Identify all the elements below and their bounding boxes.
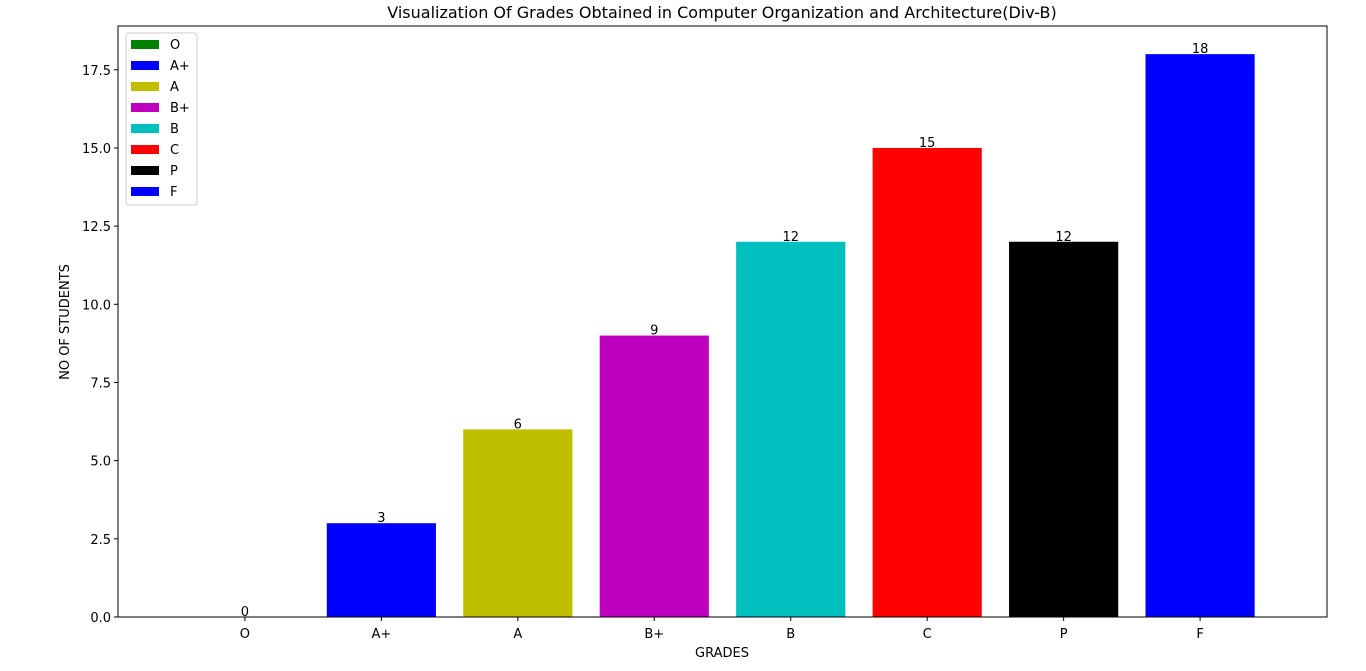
legend-swatch	[131, 145, 159, 154]
bar-a	[463, 429, 573, 617]
legend-swatch	[131, 40, 159, 49]
legend-box	[125, 32, 198, 206]
data-label: 12	[782, 230, 799, 245]
data-label: 9	[650, 324, 658, 339]
legend-label: B	[170, 122, 179, 137]
legend-swatch	[131, 124, 159, 133]
y-tick-label: 2.5	[90, 533, 111, 548]
bar-b	[736, 241, 846, 617]
legend-swatch	[131, 103, 159, 112]
bars-layer	[326, 54, 1255, 617]
bar-p	[1009, 241, 1119, 617]
legend-swatch	[131, 166, 159, 175]
x-tick-label: B	[786, 627, 795, 642]
y-tick-label: 17.5	[82, 64, 111, 79]
legend-label: A	[170, 80, 179, 95]
x-tick-label: O	[240, 627, 250, 642]
y-axis-title: NO OF STUDENTS	[58, 264, 73, 380]
data-label: 0	[241, 605, 249, 620]
legend-swatch	[131, 61, 159, 70]
x-tick-label: C	[923, 627, 932, 642]
legend-label: A+	[170, 59, 190, 74]
legend-label: C	[170, 143, 179, 158]
plot-frame	[117, 25, 1328, 618]
x-tick-label: A+	[371, 627, 391, 642]
y-tick-label: 15.0	[82, 142, 111, 157]
y-tick-label: 5.0	[90, 455, 111, 470]
data-label: 12	[1055, 230, 1072, 245]
bar-a-plus	[326, 523, 436, 617]
y-tick-label: 7.5	[90, 376, 111, 391]
x-tick-label: B+	[644, 627, 664, 642]
legend-label: B+	[170, 101, 190, 116]
x-tick-label: F	[1196, 627, 1203, 642]
bar-b-plus	[599, 335, 709, 617]
data-label: 3	[377, 511, 385, 526]
legend-label: F	[170, 185, 177, 200]
bar-c	[872, 147, 982, 617]
y-tick-label: 12.5	[82, 220, 111, 235]
x-axis: O A+ A B+ B C P F	[240, 617, 1204, 642]
data-label: 6	[514, 417, 522, 432]
legend-swatch	[131, 187, 159, 196]
y-axis: 0.0 2.5 5.0 7.5 10.0 12.5 15.0 17.5	[82, 64, 118, 626]
y-tick-label: 10.0	[82, 298, 111, 313]
legend-label: P	[170, 164, 178, 179]
data-labels: 0 3 6 9 12 15 12 18	[241, 42, 1209, 620]
legend-swatch	[131, 82, 159, 91]
chart-title: Visualization Of Grades Obtained in Comp…	[387, 3, 1056, 22]
x-tick-label: P	[1060, 627, 1068, 642]
legend-label: O	[170, 38, 180, 53]
bar-f	[1145, 54, 1255, 617]
y-tick-label: 0.0	[90, 611, 111, 626]
x-axis-title: GRADES	[695, 646, 749, 661]
data-label: 18	[1192, 42, 1209, 57]
x-tick-label: A	[513, 627, 522, 642]
data-label: 15	[919, 136, 936, 151]
